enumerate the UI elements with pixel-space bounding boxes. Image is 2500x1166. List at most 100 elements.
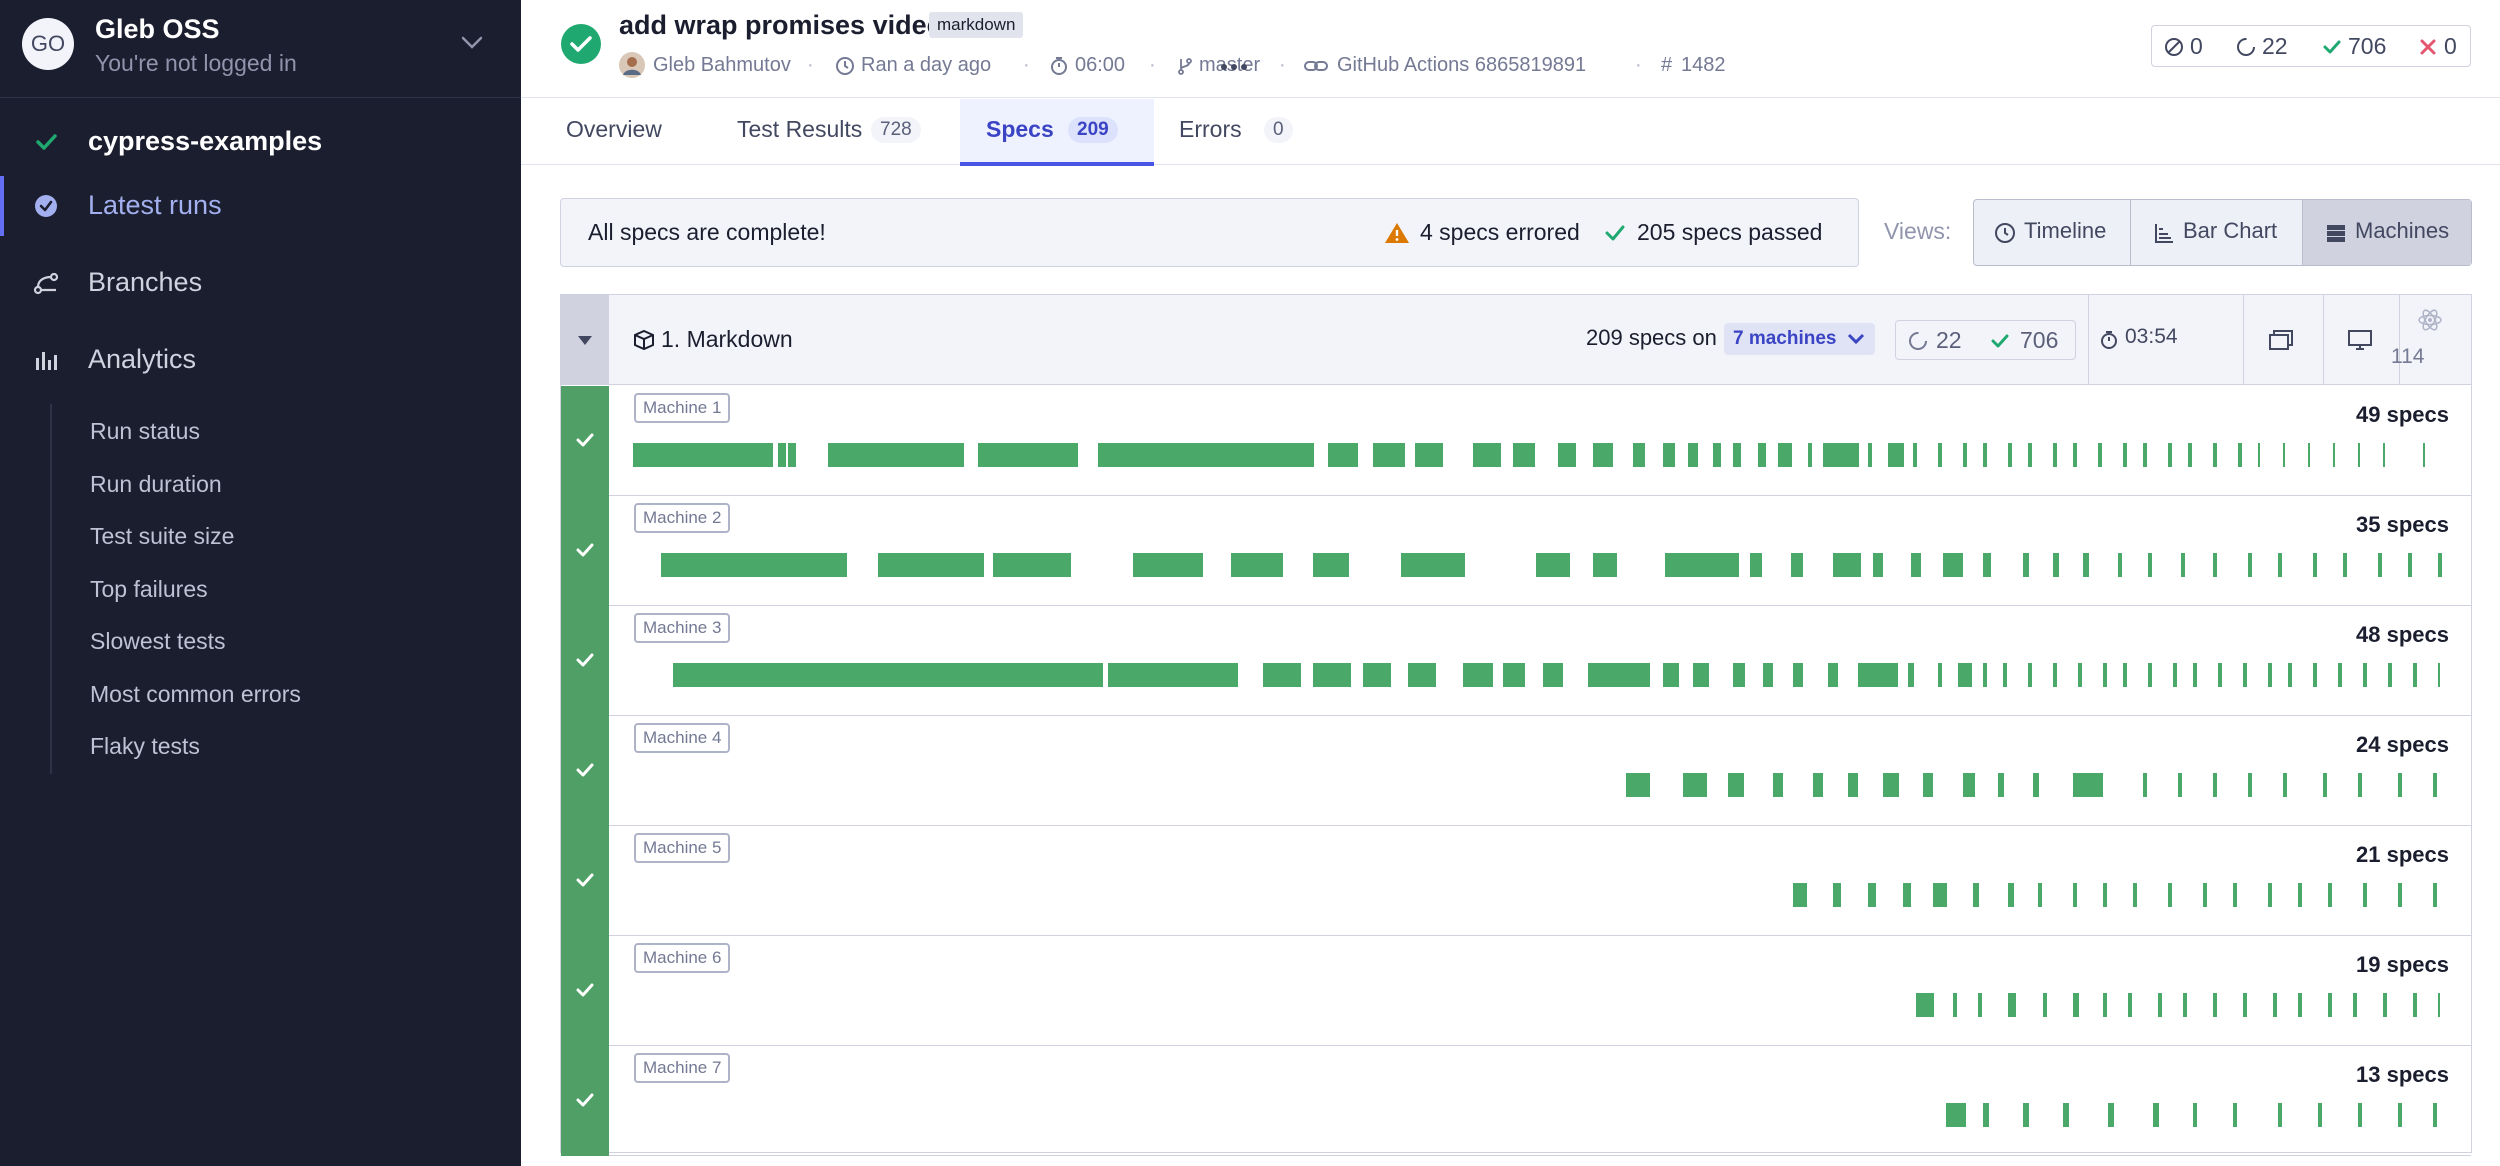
spec-bar[interactable] bbox=[1958, 663, 1972, 687]
spec-bar[interactable] bbox=[1903, 883, 1911, 907]
spec-bar[interactable] bbox=[2383, 993, 2387, 1017]
spec-bar[interactable] bbox=[2233, 1103, 2237, 1127]
spec-bar[interactable] bbox=[2168, 883, 2172, 907]
spec-bar[interactable] bbox=[2333, 443, 2335, 467]
spec-bar[interactable] bbox=[1858, 663, 1898, 687]
machine-row[interactable]: Machine 5 21 specs bbox=[561, 826, 2471, 936]
spec-bar[interactable] bbox=[1828, 663, 1838, 687]
spec-bar[interactable] bbox=[2238, 443, 2242, 467]
spec-bar[interactable] bbox=[2248, 773, 2252, 797]
spec-bar[interactable] bbox=[1263, 663, 1301, 687]
spec-bar[interactable] bbox=[2188, 443, 2192, 467]
spec-bar[interactable] bbox=[2183, 993, 2187, 1017]
spec-bar[interactable] bbox=[2128, 993, 2132, 1017]
spec-bar[interactable] bbox=[1791, 553, 1803, 577]
spec-bar[interactable] bbox=[2038, 883, 2042, 907]
spec-bar[interactable] bbox=[1415, 443, 1443, 467]
spec-bar[interactable] bbox=[1793, 663, 1803, 687]
spec-bar[interactable] bbox=[2213, 443, 2217, 467]
spec-bar[interactable] bbox=[1813, 773, 1823, 797]
run-branch[interactable]: master bbox=[1199, 54, 1261, 76]
spec-bar[interactable] bbox=[2133, 883, 2137, 907]
view-machines-button[interactable]: Machines bbox=[2303, 200, 2471, 265]
spec-bar[interactable] bbox=[1973, 883, 1979, 907]
spec-bar[interactable] bbox=[2193, 1103, 2197, 1127]
spec-bar[interactable] bbox=[1593, 443, 1613, 467]
spec-bar[interactable] bbox=[1978, 993, 1982, 1017]
spec-bar[interactable] bbox=[2118, 553, 2122, 577]
spec-bar[interactable] bbox=[2213, 993, 2217, 1017]
spec-bar[interactable] bbox=[2073, 993, 2079, 1017]
spec-bar[interactable] bbox=[1633, 443, 1645, 467]
analytics-item-run-duration[interactable]: Run duration bbox=[90, 471, 222, 497]
spec-bar[interactable] bbox=[2328, 883, 2332, 907]
spec-bar[interactable] bbox=[2413, 663, 2417, 687]
spec-bar[interactable] bbox=[2181, 553, 2185, 577]
spec-bar[interactable] bbox=[1408, 663, 1436, 687]
spec-bar[interactable] bbox=[1758, 443, 1766, 467]
spec-bar[interactable] bbox=[1536, 553, 1570, 577]
spec-bar[interactable] bbox=[2023, 553, 2029, 577]
sidebar-item-project[interactable]: cypress-examples bbox=[0, 112, 521, 172]
machine-row[interactable]: Machine 2 35 specs bbox=[561, 496, 2471, 606]
run-ci-link[interactable]: GitHub Actions 6865819891 bbox=[1337, 54, 1587, 76]
spec-bar[interactable] bbox=[1938, 443, 1942, 467]
chevron-down-icon[interactable] bbox=[456, 26, 488, 58]
spec-bar[interactable] bbox=[1908, 663, 1914, 687]
spec-bar[interactable] bbox=[828, 443, 964, 467]
spec-bar[interactable] bbox=[1963, 443, 1967, 467]
spec-bar[interactable] bbox=[1728, 773, 1744, 797]
spec-bar[interactable] bbox=[2073, 773, 2103, 797]
spec-bar[interactable] bbox=[1911, 553, 1921, 577]
spec-bar[interactable] bbox=[1983, 663, 1987, 687]
spec-bar[interactable] bbox=[1983, 1103, 1989, 1127]
analytics-item-run-status[interactable]: Run status bbox=[90, 418, 200, 444]
spec-bar[interactable] bbox=[978, 443, 1078, 467]
analytics-item-flaky-tests[interactable]: Flaky tests bbox=[90, 733, 200, 759]
spec-bar[interactable] bbox=[2213, 773, 2217, 797]
more-options-icon[interactable] bbox=[1216, 52, 1252, 82]
spec-bar[interactable] bbox=[2353, 993, 2357, 1017]
spec-bar[interactable] bbox=[1888, 443, 1904, 467]
spec-bar[interactable] bbox=[2358, 443, 2360, 467]
spec-bar[interactable] bbox=[2378, 553, 2382, 577]
analytics-item-most-common-errors[interactable]: Most common errors bbox=[90, 681, 301, 707]
spec-bar[interactable] bbox=[2388, 663, 2392, 687]
spec-bar[interactable] bbox=[1663, 663, 1679, 687]
machine-row[interactable]: Machine 4 24 specs bbox=[561, 716, 2471, 826]
spec-bar[interactable] bbox=[2258, 443, 2260, 467]
spec-bar[interactable] bbox=[2283, 443, 2285, 467]
spec-bar[interactable] bbox=[1953, 993, 1957, 1017]
spec-bar[interactable] bbox=[1823, 443, 1859, 467]
spec-bar[interactable] bbox=[2268, 663, 2272, 687]
spec-bar[interactable] bbox=[2358, 773, 2362, 797]
spec-bar[interactable] bbox=[2383, 443, 2385, 467]
spec-bar[interactable] bbox=[1108, 663, 1238, 687]
spec-bar[interactable] bbox=[673, 663, 1103, 687]
spec-bar[interactable] bbox=[2363, 663, 2367, 687]
spec-bar[interactable] bbox=[2323, 773, 2327, 797]
spec-bar[interactable] bbox=[1883, 773, 1899, 797]
spec-bar[interactable] bbox=[1733, 443, 1741, 467]
tab-overview[interactable]: Overview bbox=[561, 99, 662, 165]
sidebar-item-branches[interactable]: Branches bbox=[0, 253, 521, 313]
browser-icon[interactable] bbox=[2268, 329, 2294, 351]
machine-row[interactable]: Machine 7 13 specs bbox=[561, 1046, 2471, 1156]
spec-bar[interactable] bbox=[1778, 443, 1792, 467]
spec-bar[interactable] bbox=[1098, 443, 1314, 467]
spec-bar[interactable] bbox=[1793, 883, 1807, 907]
spec-bar[interactable] bbox=[1663, 443, 1675, 467]
spec-bar[interactable] bbox=[1938, 663, 1942, 687]
spec-bar[interactable] bbox=[2233, 883, 2237, 907]
spec-bar[interactable] bbox=[2078, 663, 2082, 687]
spec-bar[interactable] bbox=[2288, 663, 2292, 687]
tab-test-results[interactable]: Test Results 728 bbox=[725, 99, 925, 165]
spec-bar[interactable] bbox=[2438, 553, 2442, 577]
spec-bar[interactable] bbox=[2123, 443, 2127, 467]
spec-bar[interactable] bbox=[1373, 443, 1405, 467]
spec-bar[interactable] bbox=[1946, 1103, 1966, 1127]
spec-bar[interactable] bbox=[2273, 993, 2277, 1017]
spec-bar[interactable] bbox=[1503, 663, 1525, 687]
analytics-item-slowest-tests[interactable]: Slowest tests bbox=[90, 628, 226, 654]
spec-bar[interactable] bbox=[1963, 773, 1975, 797]
